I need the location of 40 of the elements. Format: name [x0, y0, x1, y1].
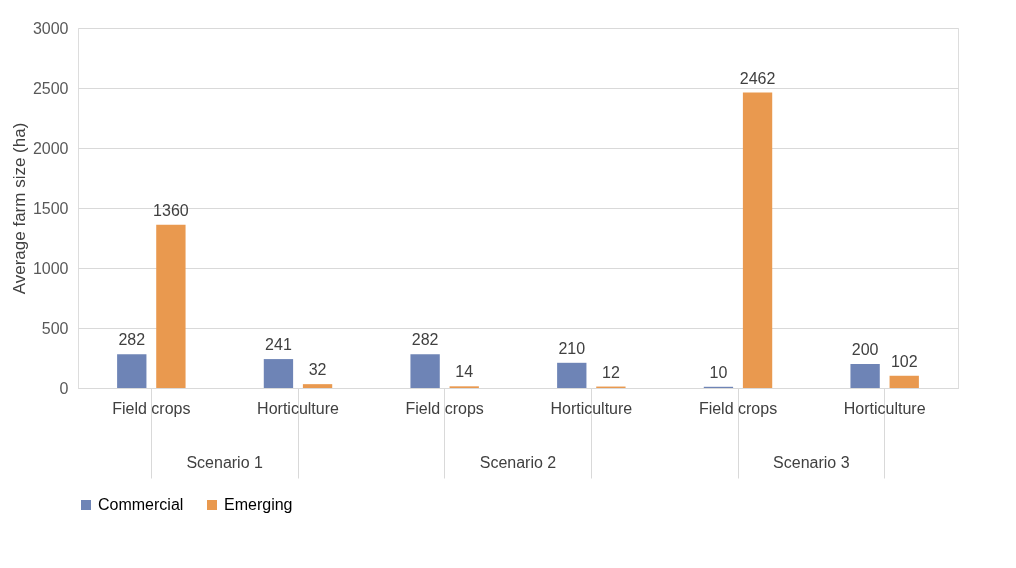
data-label: 2462	[739, 69, 776, 87]
bar	[850, 364, 880, 388]
data-label: 32	[308, 361, 327, 379]
x-tick-label: Horticulture	[257, 399, 339, 417]
bar	[263, 359, 294, 388]
bar	[742, 92, 773, 388]
x-tick-label: Field crops	[405, 399, 484, 417]
bar	[889, 375, 919, 388]
data-label: 12	[601, 363, 620, 381]
data-label: 200	[851, 341, 879, 358]
y-tick-label: 3000	[32, 19, 69, 37]
data-label: 210	[558, 339, 586, 357]
y-tick-label: 0	[59, 379, 69, 397]
bar	[156, 224, 186, 388]
bar	[302, 384, 333, 388]
y-tick-label: 2500	[32, 79, 69, 97]
legend-label: Commercial	[98, 496, 184, 513]
text: Scenario 2	[479, 454, 557, 471]
y-tick-label: 2000	[32, 139, 69, 157]
data-label: 14	[455, 363, 474, 381]
bar	[557, 362, 587, 388]
data-label: 241	[265, 336, 292, 354]
data-label: 1360	[153, 201, 189, 219]
y-axis-title: Average farm size (ha)	[9, 122, 29, 295]
x-tick-label: Field crops	[698, 399, 778, 417]
text: Scenario 3	[773, 454, 850, 471]
x-tick-label: Horticulture	[550, 399, 633, 417]
legend-label: Emerging	[224, 496, 293, 513]
y-tick-label: 1500	[32, 199, 69, 217]
data-label: 10	[709, 363, 728, 381]
bar	[410, 354, 440, 388]
data-label: 282	[118, 331, 146, 349]
text: Scenario 1	[186, 454, 264, 471]
x-tick-label: Horticulture	[843, 399, 926, 417]
data-label: 102	[890, 352, 918, 370]
y-tick-label: 1000	[32, 259, 69, 277]
bar	[117, 354, 147, 388]
y-tick-label: 500	[41, 319, 69, 337]
x-tick-label: Field crops	[112, 399, 191, 417]
data-label: 282	[411, 331, 439, 349]
